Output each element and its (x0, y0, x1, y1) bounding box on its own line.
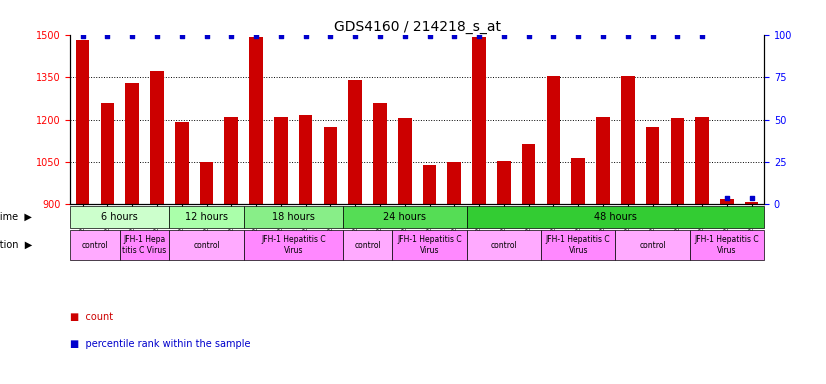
Bar (695, 117, 709, 204)
Text: 48 hours: 48 hours (594, 212, 637, 222)
Bar (373, 103, 387, 204)
Bar (150, 71, 164, 204)
Point (126, 33, 139, 39)
Point (547, 33, 560, 39)
Bar (120, 230, 169, 260)
Bar (615, 230, 690, 260)
Text: infection  ▶: infection ▶ (0, 240, 32, 250)
Text: 6 hours: 6 hours (102, 212, 138, 222)
Bar (126, 83, 139, 204)
Bar (720, 199, 733, 204)
Bar (70, 230, 120, 260)
Text: ■  percentile rank within the sample: ■ percentile rank within the sample (70, 339, 251, 349)
Point (497, 33, 510, 39)
Point (249, 33, 263, 39)
Point (596, 33, 610, 39)
Point (324, 33, 337, 39)
Bar (423, 165, 436, 204)
Text: ■  count: ■ count (70, 312, 113, 322)
Bar (392, 230, 467, 260)
Point (274, 33, 287, 39)
Bar (448, 162, 461, 204)
Point (373, 33, 387, 39)
Point (423, 33, 436, 39)
Bar (596, 117, 610, 204)
Bar (472, 37, 486, 204)
Bar (646, 127, 659, 204)
Bar (398, 118, 411, 204)
Text: JFH-1 Hepa
titis C Virus: JFH-1 Hepa titis C Virus (122, 235, 167, 255)
Bar (343, 206, 467, 228)
Title: GDS4160 / 214218_s_at: GDS4160 / 214218_s_at (334, 20, 501, 33)
Point (225, 33, 238, 39)
Bar (745, 202, 758, 204)
Point (646, 33, 659, 39)
Bar (101, 103, 114, 204)
Point (448, 33, 461, 39)
Bar (200, 162, 213, 204)
Point (101, 33, 114, 39)
Text: 12 hours: 12 hours (185, 212, 228, 222)
Point (695, 33, 709, 39)
Bar (541, 230, 615, 260)
Text: 24 hours: 24 hours (383, 212, 426, 222)
Bar (249, 37, 263, 204)
Point (76, 33, 89, 39)
Bar (169, 206, 244, 228)
Point (349, 33, 362, 39)
Bar (324, 127, 337, 204)
Text: time  ▶: time ▶ (0, 212, 32, 222)
Bar (70, 206, 169, 228)
Bar (169, 230, 244, 260)
Bar (274, 117, 287, 204)
Text: control: control (193, 240, 220, 250)
Text: JFH-1 Hepatitis C
Virus: JFH-1 Hepatitis C Virus (261, 235, 325, 255)
Point (522, 33, 535, 39)
Bar (547, 76, 560, 204)
Bar (467, 206, 764, 228)
Bar (621, 76, 634, 204)
Point (398, 33, 411, 39)
Point (671, 33, 684, 39)
Bar (671, 118, 684, 204)
Text: 18 hours: 18 hours (272, 212, 315, 222)
Text: JFH-1 Hepatitis C
Virus: JFH-1 Hepatitis C Virus (397, 235, 462, 255)
Bar (497, 161, 510, 204)
Point (572, 33, 585, 39)
Bar (225, 117, 238, 204)
Text: control: control (639, 240, 666, 250)
Text: control: control (82, 240, 108, 250)
Bar (467, 230, 541, 260)
Bar (572, 158, 585, 204)
Text: control: control (354, 240, 381, 250)
Point (175, 33, 188, 39)
Bar (690, 230, 764, 260)
Bar (349, 80, 362, 204)
Bar (175, 122, 188, 204)
Point (472, 33, 486, 39)
Point (720, 195, 733, 201)
Bar (343, 230, 392, 260)
Bar (76, 40, 89, 204)
Bar (244, 206, 343, 228)
Point (745, 195, 758, 201)
Point (299, 33, 312, 39)
Text: JFH-1 Hepatitis C
Virus: JFH-1 Hepatitis C Virus (695, 235, 759, 255)
Point (150, 33, 164, 39)
Bar (299, 115, 312, 204)
Text: JFH-1 Hepatitis C
Virus: JFH-1 Hepatitis C Virus (546, 235, 610, 255)
Bar (244, 230, 343, 260)
Text: control: control (491, 240, 517, 250)
Point (200, 33, 213, 39)
Point (621, 33, 634, 39)
Bar (522, 144, 535, 204)
